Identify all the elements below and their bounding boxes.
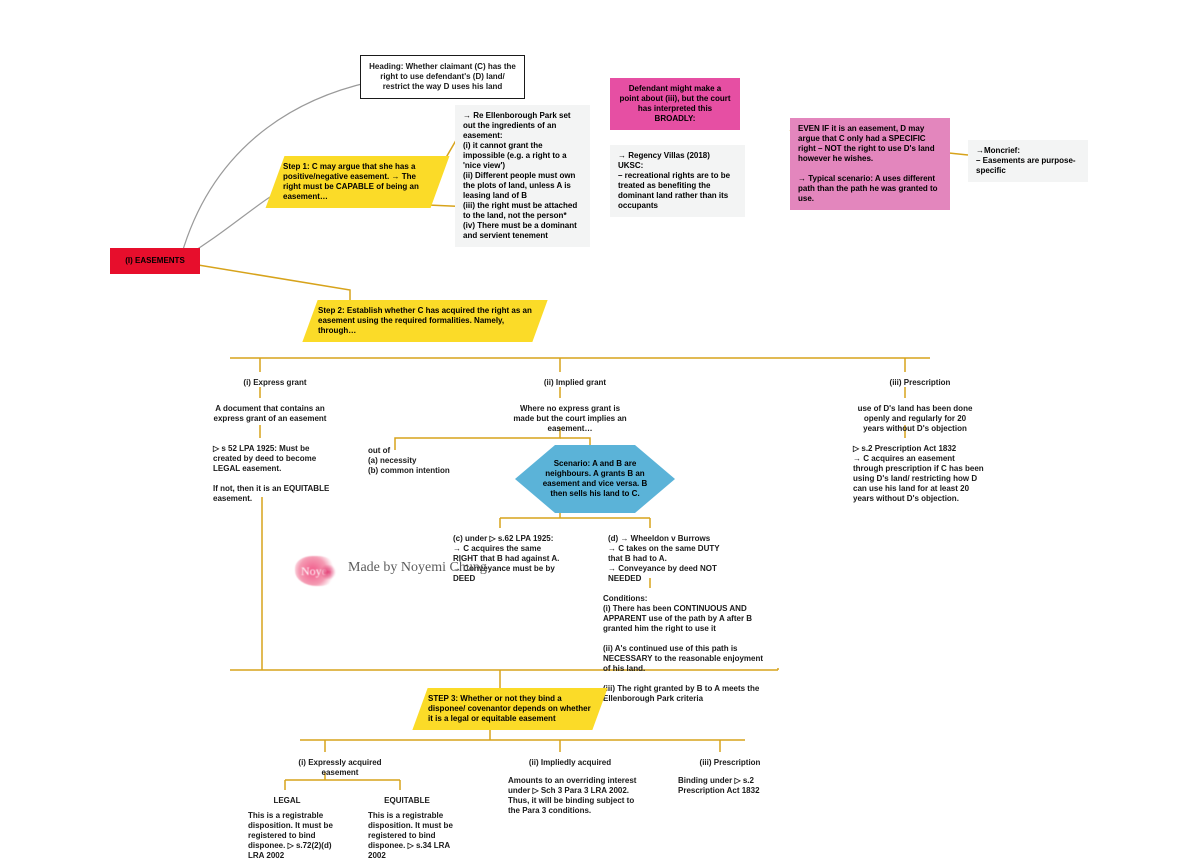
moncrief-box: →Moncrief: – Easements are purpose-speci… <box>968 140 1088 182</box>
pink-specific-right: EVEN IF it is an easement, D may argue t… <box>790 118 950 210</box>
s62-box: (c) under ▷ s.62 LPA 1925: → C acquires … <box>445 528 575 590</box>
author-logo: Noyemi <box>295 556 339 586</box>
presc-body: use of D's land has been done openly and… <box>845 398 985 440</box>
root-easements: (I) EASEMENTS <box>110 248 200 274</box>
implied-header: (ii) Implied grant <box>525 372 625 394</box>
pink-defendant-note: Defendant might make a point about (iii)… <box>610 78 740 130</box>
hex-scenario-text: Scenario: A and B are neighbours. A gran… <box>537 459 653 499</box>
step3-text: STEP 3: Whether or not they bind a dispo… <box>428 694 592 724</box>
express-rule: ▷ s 52 LPA 1925: Must be created by deed… <box>205 438 345 510</box>
s3-implied-body: Amounts to an overriding interest under … <box>500 770 645 822</box>
logo-text: Noyemi <box>301 564 340 579</box>
implied-outof: out of (a) necessity (b) common intentio… <box>360 440 465 482</box>
author-credit: Made by Noyemi Chung <box>348 560 487 576</box>
conditions-box: Conditions: (i) There has been CONTINUOU… <box>595 588 775 710</box>
s3-eq-body: This is a registrable disposition. It mu… <box>360 805 475 867</box>
hex-scenario: Scenario: A and B are neighbours. A gran… <box>515 445 675 513</box>
s3-presc-body: Binding under ▷ s.2 Prescription Act 183… <box>670 770 795 802</box>
presc-rule: ▷ s.2 Prescription Act 1832 → C acquires… <box>845 438 995 510</box>
s3-express-header: (i) Expressly acquired easement <box>280 752 400 784</box>
ellenborough-box: → Re Ellenborough Park set out the ingre… <box>455 105 590 247</box>
implied-body: Where no express grant is made but the c… <box>505 398 635 440</box>
step2-text: Step 2: Establish whether C has acquired… <box>318 306 532 336</box>
express-header: (i) Express grant <box>225 372 325 394</box>
step1-para: Step 1: C may argue that she has a posit… <box>266 156 450 208</box>
step1-text: Step 1: C may argue that she has a posit… <box>283 162 432 202</box>
step3-para: STEP 3: Whether or not they bind a dispo… <box>412 688 607 730</box>
regency-box: → Regency Villas (2018) UKSC: – recreati… <box>610 145 745 217</box>
express-body: A document that contains an express gran… <box>205 398 335 430</box>
wheeldon-box: (d) → Wheeldon v Burrows → C takes on th… <box>600 528 735 590</box>
step2-para: Step 2: Establish whether C has acquired… <box>302 300 547 342</box>
s3-legal-body: This is a registrable disposition. It mu… <box>240 805 350 867</box>
presc-header: (iii) Prescription <box>870 372 970 394</box>
heading-box: Heading: Whether claimant (C) has the ri… <box>360 55 525 99</box>
